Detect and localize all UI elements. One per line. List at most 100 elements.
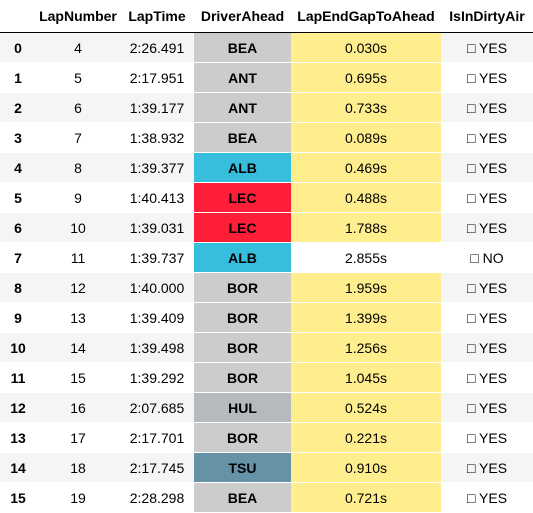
table-row: 9 13 1:39.409 BOR 1.399s □ YES	[0, 302, 533, 333]
lap-time-cell: 1:40.413	[120, 182, 194, 213]
driver-ahead-cell: BOR	[194, 332, 291, 363]
dirty-air-cell: □ YES	[441, 152, 533, 183]
lap-time-cell: 1:39.409	[120, 302, 194, 333]
row-index: 11	[0, 362, 36, 393]
lap-number-cell: 19	[36, 482, 120, 513]
driver-ahead-cell: ALB	[194, 152, 291, 183]
gap-column-header: LapEndGapToAhead	[291, 0, 441, 33]
row-index: 8	[0, 272, 36, 303]
lap-time-cell: 1:39.377	[120, 152, 194, 183]
table-row: 5 9 1:40.413 LEC 0.488s □ YES	[0, 182, 533, 213]
table-row: 10 14 1:39.498 BOR 1.256s □ YES	[0, 332, 533, 363]
row-index: 2	[0, 92, 36, 123]
row-index: 14	[0, 452, 36, 483]
lap-time-cell: 2:28.298	[120, 482, 194, 513]
row-index: 0	[0, 32, 36, 63]
row-index: 1	[0, 62, 36, 93]
driver-ahead-cell: ALB	[194, 242, 291, 273]
dirty-air-cell: □ YES	[441, 272, 533, 303]
table-row: 4 8 1:39.377 ALB 0.469s □ YES	[0, 152, 533, 183]
dirtyair-column-header: IsInDirtyAir	[441, 0, 533, 33]
table-header: LapNumber LapTime DriverAhead LapEndGapT…	[0, 0, 533, 33]
gap-cell: 0.524s	[291, 392, 441, 423]
lap-time-cell: 2:17.951	[120, 62, 194, 93]
table-row: 3 7 1:38.932 BEA 0.089s □ YES	[0, 122, 533, 153]
lap-time-cell: 1:39.031	[120, 212, 194, 243]
gap-cell: 1.788s	[291, 212, 441, 243]
gap-cell: 0.221s	[291, 422, 441, 453]
driver-ahead-cell: BOR	[194, 422, 291, 453]
gap-cell: 0.910s	[291, 452, 441, 483]
driver-ahead-cell: TSU	[194, 452, 291, 483]
row-index: 4	[0, 152, 36, 183]
row-index: 13	[0, 422, 36, 453]
driver-ahead-cell: BEA	[194, 122, 291, 153]
dirty-air-cell: □ YES	[441, 32, 533, 63]
dirty-air-cell: □ YES	[441, 392, 533, 423]
lap-number-cell: 13	[36, 302, 120, 333]
lap-time-cell: 2:17.745	[120, 452, 194, 483]
gap-cell: 1.399s	[291, 302, 441, 333]
dirty-air-cell: □ YES	[441, 122, 533, 153]
driver-ahead-cell: LEC	[194, 182, 291, 213]
row-index: 6	[0, 212, 36, 243]
table-row: 8 12 1:40.000 BOR 1.959s □ YES	[0, 272, 533, 303]
lap-time-cell: 1:38.932	[120, 122, 194, 153]
table-row: 12 16 2:07.685 HUL 0.524s □ YES	[0, 392, 533, 423]
index-column-header	[0, 0, 36, 33]
table-row: 0 4 2:26.491 BEA 0.030s □ YES	[0, 32, 533, 63]
lap-number-cell: 15	[36, 362, 120, 393]
row-index: 3	[0, 122, 36, 153]
driver-ahead-cell: BOR	[194, 302, 291, 333]
dirty-air-cell: □ YES	[441, 92, 533, 123]
gap-cell: 0.469s	[291, 152, 441, 183]
table-row: 11 15 1:39.292 BOR 1.045s □ YES	[0, 362, 533, 393]
row-index: 5	[0, 182, 36, 213]
lap-number-cell: 8	[36, 152, 120, 183]
row-index: 12	[0, 392, 36, 423]
lap-number-cell: 9	[36, 182, 120, 213]
driver-ahead-cell: ANT	[194, 62, 291, 93]
laptime-column-header: LapTime	[120, 0, 194, 33]
lap-time-cell: 1:39.737	[120, 242, 194, 273]
gap-cell: 0.089s	[291, 122, 441, 153]
lapnumber-column-header: LapNumber	[36, 0, 120, 33]
dirty-air-cell: □ YES	[441, 212, 533, 243]
lap-number-cell: 10	[36, 212, 120, 243]
row-index: 15	[0, 482, 36, 513]
dirty-air-cell: □ YES	[441, 482, 533, 513]
row-index: 9	[0, 302, 36, 333]
table-row: 15 19 2:28.298 BEA 0.721s □ YES	[0, 482, 533, 513]
lap-number-cell: 5	[36, 62, 120, 93]
lap-number-cell: 18	[36, 452, 120, 483]
lap-number-cell: 4	[36, 32, 120, 63]
gap-cell: 1.045s	[291, 362, 441, 393]
lap-time-cell: 1:39.498	[120, 332, 194, 363]
driver-ahead-cell: HUL	[194, 392, 291, 423]
lap-time-cell: 2:26.491	[120, 32, 194, 63]
lap-time-cell: 1:39.292	[120, 362, 194, 393]
lap-time-cell: 2:17.701	[120, 422, 194, 453]
dirty-air-cell: □ YES	[441, 332, 533, 363]
lap-number-cell: 6	[36, 92, 120, 123]
row-index: 10	[0, 332, 36, 363]
gap-cell: 2.855s	[291, 242, 441, 273]
dirty-air-cell: □ YES	[441, 422, 533, 453]
driver-ahead-cell: BOR	[194, 362, 291, 393]
dirty-air-cell: □ YES	[441, 182, 533, 213]
lap-number-cell: 14	[36, 332, 120, 363]
lap-time-cell: 1:39.177	[120, 92, 194, 123]
driver-ahead-cell: BEA	[194, 32, 291, 63]
dirty-air-cell: □ YES	[441, 62, 533, 93]
lap-number-cell: 12	[36, 272, 120, 303]
gap-cell: 0.733s	[291, 92, 441, 123]
lap-time-cell: 1:40.000	[120, 272, 194, 303]
row-index: 7	[0, 242, 36, 273]
lap-time-cell: 2:07.685	[120, 392, 194, 423]
table-body: 0 4 2:26.491 BEA 0.030s □ YES 1 5 2:17.951 ANT 0.6…	[0, 32, 533, 513]
lap-number-cell: 11	[36, 242, 120, 273]
gap-cell: 1.959s	[291, 272, 441, 303]
driver-ahead-cell: BOR	[194, 272, 291, 303]
gap-cell: 0.721s	[291, 482, 441, 513]
